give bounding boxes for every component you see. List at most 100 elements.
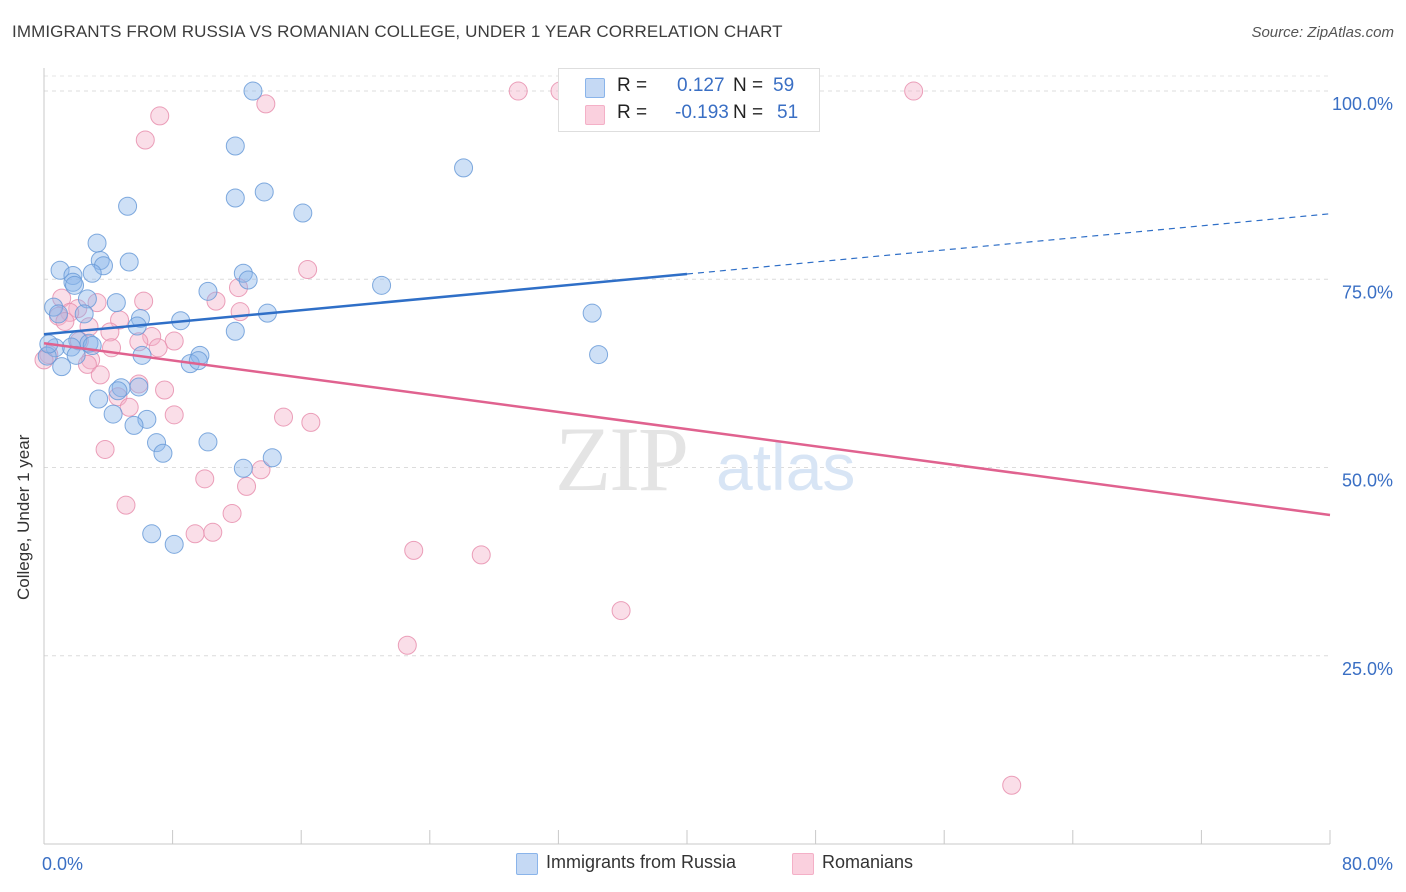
data-point-romanians [222, 503, 242, 523]
data-point-romanians [148, 338, 168, 358]
data-point-romanians [298, 260, 318, 280]
legend-n-label: N = [733, 75, 764, 96]
data-point-russia [48, 304, 68, 324]
trendline-russia [43, 272, 688, 336]
legend-r-label: R = [617, 75, 648, 96]
data-point-romanians [1002, 775, 1022, 795]
data-point-russia [198, 432, 218, 452]
data-point-romanians [55, 311, 75, 331]
data-point-romanians [229, 278, 249, 298]
trendlines [43, 213, 1331, 517]
legend-swatch-romanians [585, 105, 605, 125]
data-point-russia [243, 81, 263, 101]
data-point-romanians [119, 397, 139, 417]
data-point-romanians [150, 106, 170, 126]
data-point-russia [164, 534, 184, 554]
data-point-russia [142, 524, 162, 544]
data-point-romanians [904, 81, 924, 101]
data-point-russia [188, 351, 208, 371]
y-tick-label: 25.0% [1342, 659, 1393, 679]
data-point-russia [225, 136, 245, 156]
data-point-russia [89, 389, 109, 409]
legend-n-value-russia: 59 [773, 75, 795, 96]
data-point-russia [74, 304, 94, 324]
data-point-russia [254, 182, 274, 202]
watermark: ZIP atlas [555, 408, 855, 510]
data-point-russia [147, 433, 167, 453]
data-point-romanians [230, 302, 250, 322]
data-point-russia [372, 275, 392, 295]
data-point-romanians [155, 380, 175, 400]
data-point-romanians [256, 94, 276, 114]
legend-n-label: N = [733, 102, 764, 123]
legend-r-value-russia: 0.127 [677, 75, 725, 96]
data-point-russia [293, 203, 313, 223]
data-point-russia [63, 272, 83, 292]
legend-r-label: R = [617, 102, 648, 123]
data-point-russia [106, 293, 126, 313]
y-tick-label: 100.0% [1332, 94, 1393, 114]
chart-source: Source: ZipAtlas.com [1251, 24, 1394, 41]
data-point-russia [77, 289, 97, 309]
data-point-russia [225, 188, 245, 208]
data-point-russia [137, 409, 157, 429]
tick-labels: 100.0% 75.0% 50.0% 25.0% 0.0% 80.0% [42, 94, 1393, 874]
data-point-romanians [164, 331, 184, 351]
data-point-romanians [164, 405, 184, 425]
y-tick-label: 50.0% [1342, 471, 1393, 491]
data-point-russia [129, 377, 149, 397]
bottom-legend-swatch-russia [516, 853, 538, 875]
y-axis-label: College, Under 1 year [14, 434, 33, 600]
data-point-russia [52, 357, 72, 377]
data-point-russia [124, 415, 144, 435]
legend-n-value-romanians: 51 [777, 102, 799, 123]
x-tick-label-min: 0.0% [42, 854, 83, 874]
data-point-russia [82, 336, 102, 356]
data-point-russia [44, 297, 64, 317]
data-point-romanians [135, 130, 155, 150]
y-tick-label: 75.0% [1342, 282, 1393, 302]
data-point-romanians [301, 412, 321, 432]
axes [43, 68, 1331, 845]
data-point-romanians [185, 524, 205, 544]
data-point-romanians [508, 81, 528, 101]
data-point-russia [63, 266, 83, 286]
data-point-russia [50, 260, 70, 280]
correlation-legend: R = 0.127 N = 59 R = -0.193 N = 51 [558, 68, 820, 132]
data-point-romanians [90, 365, 110, 385]
trendline-romanians [43, 342, 1331, 517]
x-tick-label-max: 80.0% [1342, 854, 1393, 874]
data-point-romanians [100, 322, 120, 342]
bottom-legend-label-russia: Immigrants from Russia [546, 852, 737, 872]
data-point-russia [108, 381, 128, 401]
trendline-russia-extension [686, 213, 1331, 275]
data-point-romanians [142, 327, 162, 347]
series-immigrants-from-russia [37, 81, 609, 554]
data-point-russia [119, 252, 139, 272]
data-point-russia [589, 345, 609, 365]
bottom-legend-label-romanians: Romanians [822, 852, 914, 872]
data-point-russia [233, 458, 253, 478]
data-point-russia [238, 270, 258, 290]
legend-swatch-russia [585, 78, 605, 98]
data-point-romanians [611, 601, 631, 621]
chart-title: IMMIGRANTS FROM RUSSIA VS ROMANIAN COLLE… [12, 22, 783, 41]
data-point-romanians [237, 476, 257, 496]
data-point-russia [153, 443, 173, 463]
data-point-romanians [397, 635, 417, 655]
legend-r-value-romanians: -0.193 [675, 102, 729, 123]
data-point-romanians [95, 439, 115, 459]
data-point-russia [454, 158, 474, 178]
data-point-russia [262, 448, 282, 468]
data-point-romanians [274, 407, 294, 427]
bottom-legend-swatch-romanians [792, 853, 814, 875]
watermark-zip: ZIP [555, 408, 687, 510]
data-point-russia [225, 321, 245, 341]
series-romanians [34, 81, 1022, 795]
data-point-romanians [404, 540, 424, 560]
data-point-russia [198, 281, 218, 301]
data-point-romanians [116, 495, 136, 515]
data-point-russia [82, 263, 102, 283]
data-point-russia [93, 256, 113, 276]
